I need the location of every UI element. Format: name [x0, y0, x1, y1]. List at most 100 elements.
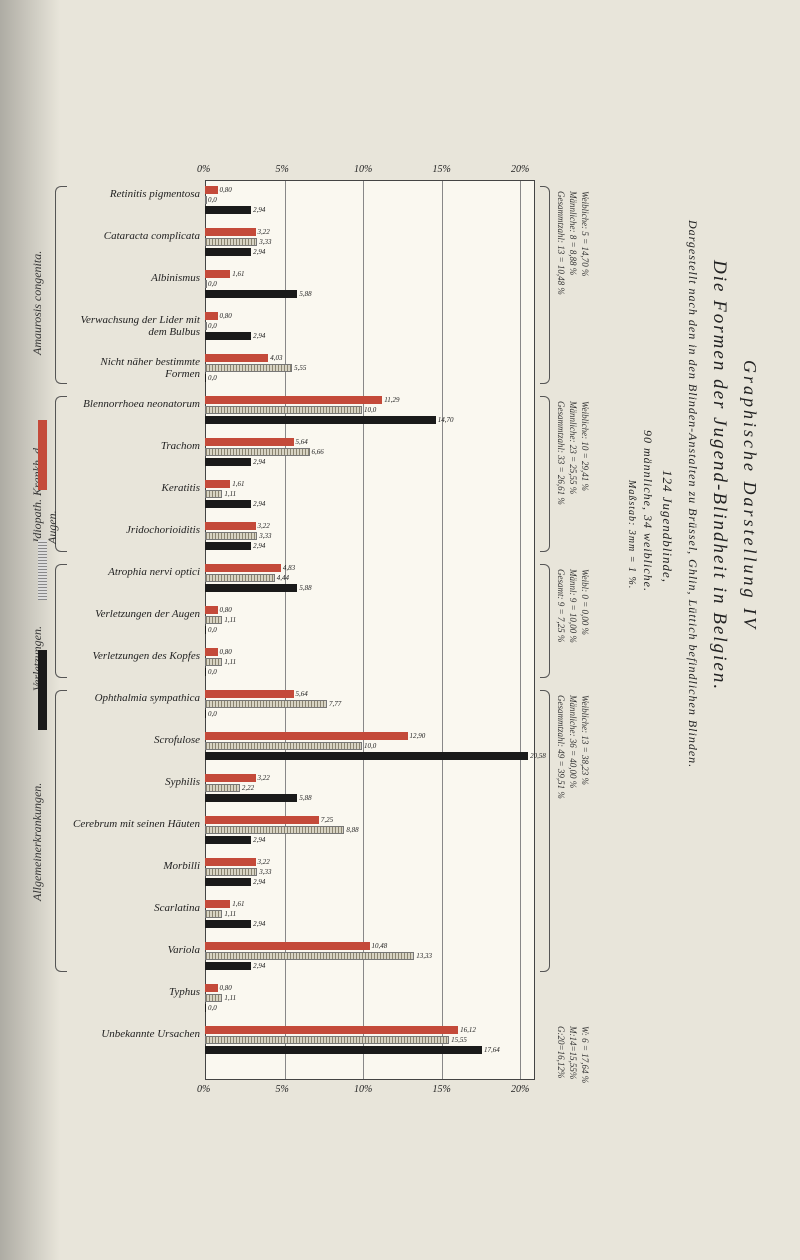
bar	[205, 794, 297, 802]
legend-bar	[38, 650, 47, 730]
bar-value: 2,94	[253, 500, 265, 508]
title-desc: Dargestellt nach den in den Blinden-Anst…	[685, 220, 700, 768]
bar-value: 10,0	[364, 742, 376, 750]
bar-value: 4,83	[283, 564, 295, 572]
bar	[205, 836, 251, 844]
bar	[205, 280, 207, 288]
bar-value: 2,22	[242, 784, 254, 792]
bar	[205, 206, 251, 214]
bar	[205, 668, 206, 676]
bar-value: 0,80	[220, 648, 232, 656]
bar-value: 2,94	[253, 458, 265, 466]
stat-annotation: Männl: 9 = 10,00 %	[568, 569, 578, 643]
bar	[205, 1004, 206, 1012]
bar	[205, 406, 362, 414]
bar	[205, 480, 230, 488]
bar-value: 0,0	[208, 322, 217, 330]
row-label: Atrophia nervi optici	[70, 566, 200, 578]
bar	[205, 542, 251, 550]
axis-tick-top: 15%	[433, 164, 451, 175]
bar	[205, 732, 408, 740]
row-label: Morbilli	[70, 860, 200, 872]
bar	[205, 458, 251, 466]
bar-value: 3,33	[259, 238, 271, 246]
bar	[205, 1026, 458, 1034]
bar-value: 17,64	[484, 1046, 500, 1054]
stat-annotation: G:20=16,12%	[556, 1026, 566, 1078]
stat-annotation: Weibliche: 5 = 14,70 %	[580, 191, 590, 276]
row-label: Keratitis	[70, 482, 200, 494]
bar	[205, 606, 218, 614]
bar-value: 2,94	[253, 920, 265, 928]
axis-tick-bottom: 15%	[433, 1084, 451, 1095]
bar	[205, 438, 294, 446]
axis-tick-bottom: 0%	[197, 1084, 210, 1095]
bar-value: 16,12	[460, 1026, 476, 1034]
row-label: Nicht näher bestimmte Formen	[70, 356, 200, 380]
group-bracket	[55, 564, 67, 678]
bar-value: 4,03	[270, 354, 282, 362]
bar	[205, 690, 294, 698]
bar-value: 11,29	[384, 396, 399, 404]
bar-value: 3,33	[259, 868, 271, 876]
row-label: Albinismus	[70, 272, 200, 284]
axis-tick-top: 20%	[511, 164, 529, 175]
axis-tick-bottom: 20%	[511, 1084, 529, 1095]
right-bracket	[540, 690, 550, 972]
bar-value: 0,0	[208, 280, 217, 288]
stat-annotation: Weibliche: 10 = 29,41 %	[580, 401, 590, 491]
right-bracket	[540, 564, 550, 678]
gridline	[520, 181, 521, 1079]
bar	[205, 1036, 449, 1044]
axis-tick-top: 0%	[197, 164, 210, 175]
bar	[205, 868, 257, 876]
bar-value: 1,11	[224, 616, 236, 624]
bar-value: 12,90	[410, 732, 426, 740]
axis-tick-top: 10%	[354, 164, 372, 175]
bar-value: 1,11	[224, 490, 236, 498]
bar-value: 1,61	[232, 480, 244, 488]
stat-annotation: M:14=15,55%	[568, 1026, 578, 1079]
bar-value: 3,22	[258, 228, 270, 236]
bar-value: 8,88	[346, 826, 358, 834]
bar	[205, 312, 218, 320]
bar-value: 0,0	[208, 626, 217, 634]
bar	[205, 332, 251, 340]
row-label: Verwachsung der Lider mit dem Bulbus	[70, 314, 200, 338]
bar	[205, 910, 222, 918]
bar	[205, 710, 206, 718]
bar-value: 5,88	[299, 794, 311, 802]
bar-value: 1,11	[224, 910, 236, 918]
bar	[205, 532, 257, 540]
title-gender: 90 männliche, 34 weibliche.	[640, 430, 655, 592]
bar-value: 0,0	[208, 710, 217, 718]
bar-value: 2,94	[253, 542, 265, 550]
bar	[205, 564, 281, 572]
bar	[205, 522, 256, 530]
gridline	[442, 181, 443, 1079]
stat-annotation: Männliche: 36 = 40,00 %	[568, 695, 578, 788]
stat-annotation: Männliche: 23 = 25,55 %	[568, 401, 578, 494]
bar	[205, 228, 256, 236]
axis-tick-bottom: 10%	[354, 1084, 372, 1095]
bar	[205, 584, 297, 592]
legend-bar	[38, 540, 47, 600]
bar-value: 2,94	[253, 248, 265, 256]
bar	[205, 186, 218, 194]
bar-value: 3,22	[258, 858, 270, 866]
row-label: Unbekannte Ursachen	[70, 1028, 200, 1040]
stat-annotation: Gesamt: 9 = 7,25 %	[556, 569, 566, 642]
bar	[205, 196, 207, 204]
bar-value: 0,0	[208, 196, 217, 204]
row-label: Verletzungen des Kopfes	[70, 650, 200, 662]
bar	[205, 658, 222, 666]
bar-value: 1,11	[224, 658, 236, 666]
group-bracket	[55, 690, 67, 972]
bar-value: 0,80	[220, 186, 232, 194]
bar-value: 4,44	[277, 574, 289, 582]
bar	[205, 994, 222, 1002]
group-label: Allgemeinerkrankungen.	[30, 781, 45, 901]
bar	[205, 816, 319, 824]
bar-value: 1,61	[232, 270, 244, 278]
bar	[205, 616, 222, 624]
